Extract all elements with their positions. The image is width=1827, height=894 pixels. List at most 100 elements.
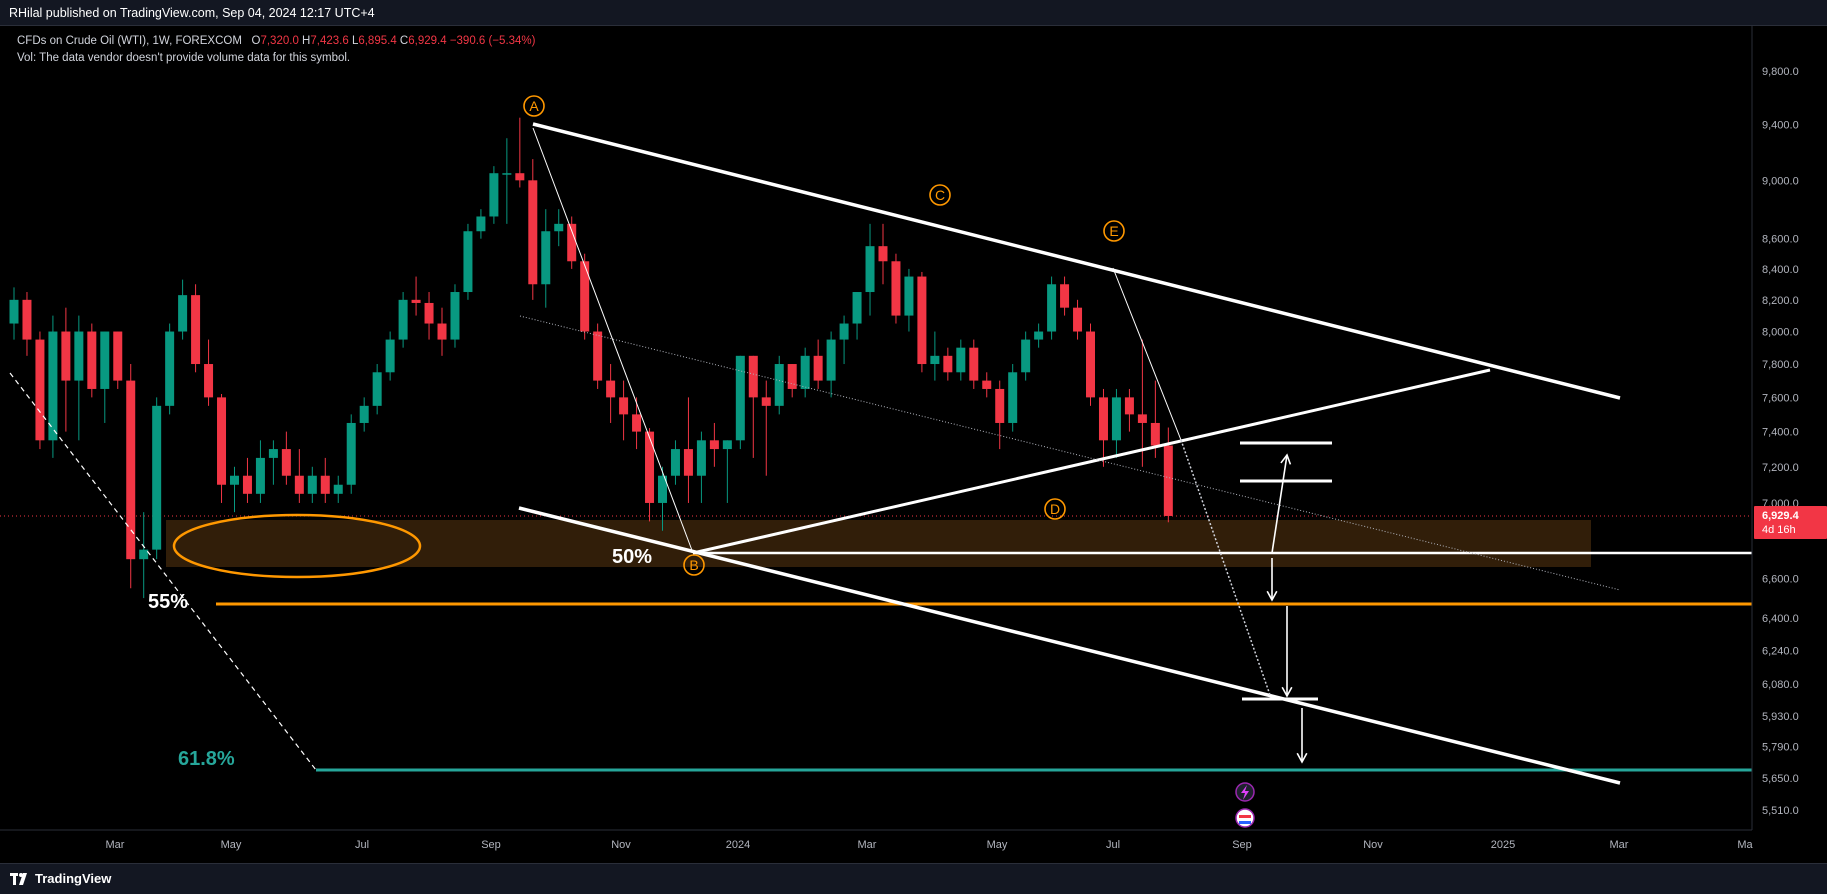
- candle-body: [1124, 397, 1134, 415]
- price-tick-label: 7,200.0: [1762, 462, 1799, 474]
- last-price-tag: [1754, 505, 1827, 539]
- lightning-icon: [1241, 785, 1249, 800]
- publish-header: RHilal published on TradingView.com, Sep…: [0, 0, 1827, 26]
- candle-body: [1047, 284, 1057, 332]
- candle-body: [450, 292, 460, 340]
- candle-body: [385, 339, 395, 373]
- candle-body: [1008, 372, 1018, 423]
- candle-body: [242, 475, 252, 494]
- triangle-lower-line: [692, 368, 1491, 555]
- open-label: O: [251, 35, 261, 47]
- candle-body: [1137, 414, 1147, 423]
- wave-label-D: D: [1044, 498, 1066, 520]
- candle-body: [463, 231, 473, 293]
- candle-body: [1021, 339, 1031, 373]
- candle-body: [333, 484, 343, 494]
- candle-body: [489, 173, 499, 217]
- arrow-down-1-head: [1266, 590, 1278, 602]
- candle-body: [1150, 422, 1160, 446]
- channel-lower-line: [518, 506, 1621, 785]
- arrow-down-2-head: [1281, 686, 1293, 698]
- wave-label-circle: [1103, 220, 1125, 242]
- candle-body: [748, 355, 758, 398]
- price-tick-label: 9,000.0: [1762, 175, 1799, 187]
- candle-body: [722, 440, 732, 450]
- candle-body: [891, 261, 901, 316]
- candle-body: [982, 380, 992, 389]
- wave-label-text: D: [1050, 501, 1060, 517]
- time-tick-label: 2024: [726, 839, 750, 851]
- candle-body: [165, 331, 175, 406]
- candle-body: [658, 475, 667, 503]
- price-tick-label: 6,400.0: [1762, 613, 1799, 625]
- candle-body: [761, 397, 771, 406]
- candle-body: [346, 422, 356, 485]
- low-value: 6,895.4: [358, 35, 397, 47]
- candle-body: [735, 355, 745, 441]
- wave-e-line: [1112, 267, 1182, 441]
- price-tick-label: 8,400.0: [1762, 264, 1799, 276]
- candle-body: [476, 216, 486, 232]
- price-tick-label: 5,790.0: [1762, 742, 1799, 754]
- candle-body: [541, 231, 551, 285]
- time-tick-label: Ma: [1737, 839, 1753, 851]
- time-tick-label: May: [221, 839, 242, 851]
- candle-body: [61, 331, 71, 381]
- candle-body: [87, 331, 97, 389]
- candle-body: [917, 276, 927, 365]
- candle-body: [113, 331, 123, 381]
- wave-label-circle: [929, 184, 951, 206]
- orange-ellipse: [172, 513, 422, 579]
- candle-body: [826, 339, 836, 381]
- price-chart[interactable]: A B C D E 55% 50% 61.8% 9,800.0 9,400.0 9,000.0 8,6…: [0, 26, 1827, 863]
- price-tick-label: 7,400.0: [1762, 427, 1799, 439]
- candles-group: [9, 117, 1173, 599]
- arrow-up-shaft: [1271, 454, 1288, 554]
- footer-brand[interactable]: TradingView: [10, 871, 111, 886]
- candle-body: [1086, 331, 1096, 398]
- candle-body: [100, 331, 110, 389]
- wave-label-text: B: [689, 557, 698, 573]
- candle-body: [1163, 445, 1173, 516]
- wave-label-text: C: [935, 187, 945, 203]
- candle-body: [9, 299, 19, 324]
- candle-body: [670, 449, 680, 476]
- last-price-value: 6,929.4: [1762, 510, 1800, 522]
- price-tick-label: 6,080.0: [1762, 679, 1799, 691]
- time-tick-label: Sep: [1232, 839, 1252, 851]
- candle-body: [606, 380, 616, 398]
- time-tick-label: May: [987, 839, 1008, 851]
- last-price-countdown: 4d 16h: [1762, 524, 1796, 536]
- projection-dotted-line: [1180, 439, 1271, 696]
- tradingview-logo-icon: [10, 872, 27, 885]
- candle-body: [528, 180, 538, 285]
- candle-body: [709, 440, 719, 450]
- candle-body: [204, 364, 214, 398]
- candle-body: [813, 355, 823, 381]
- candle-body: [878, 246, 888, 262]
- candle-body: [593, 331, 603, 381]
- candle-body: [178, 295, 188, 332]
- chart-legend: CFDs on Crude Oil (WTI), 1W, FOREXCOM O7…: [17, 33, 535, 67]
- time-tick-label: Nov: [1363, 839, 1383, 851]
- wave-label-circle: [1044, 498, 1066, 520]
- price-tick-label: 5,650.0: [1762, 773, 1799, 785]
- candle-body: [1098, 397, 1108, 441]
- price-axis-bg: [1752, 26, 1827, 830]
- price-tick-label: 6,600.0: [1762, 573, 1799, 585]
- candle-body: [930, 355, 940, 365]
- candle-body: [904, 276, 914, 316]
- wave-label-B: B: [683, 554, 705, 576]
- legend-ohlc-line: CFDs on Crude Oil (WTI), 1W, FOREXCOM O7…: [17, 33, 535, 50]
- candle-body: [126, 380, 136, 560]
- time-tick-label: Mar: [106, 839, 125, 851]
- candle-body: [774, 364, 784, 406]
- candle-body: [398, 299, 408, 340]
- wave-label-circle: [523, 95, 545, 117]
- candle-body: [800, 355, 810, 389]
- candle-body: [372, 372, 382, 406]
- footer-brand-name: TradingView: [35, 871, 112, 886]
- time-tick-label: Mar: [1610, 839, 1629, 851]
- time-tick-label: Sep: [481, 839, 501, 851]
